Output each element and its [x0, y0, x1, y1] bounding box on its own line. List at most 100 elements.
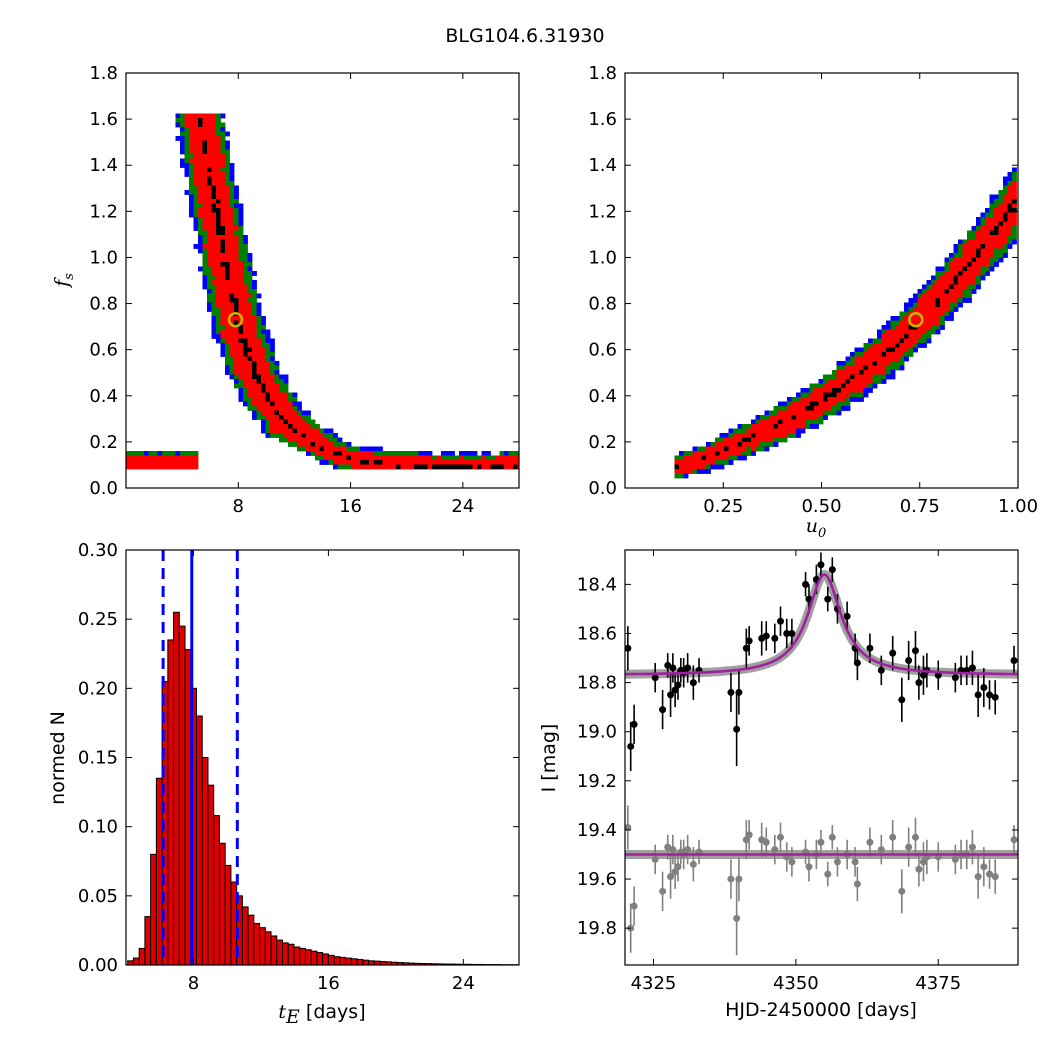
density-cell: [184, 167, 190, 173]
density-cell: [782, 428, 788, 434]
density-cell: [207, 262, 212, 267]
density-cell: [279, 383, 284, 389]
density-cell: [144, 455, 149, 461]
y-tick-label: 0.0: [89, 478, 118, 499]
density-cell: [976, 226, 981, 231]
histogram-bar: [345, 957, 352, 966]
density-cell: [265, 392, 271, 398]
density-cell: [180, 140, 185, 146]
density-cell: [220, 325, 226, 330]
density-cell: [998, 257, 1004, 263]
density-cell: [773, 406, 779, 411]
density-cell: [688, 469, 693, 474]
density-cell: [719, 460, 725, 465]
light-curve-ylabel: I [mag]: [538, 724, 560, 793]
density-cell: [791, 433, 797, 438]
density-cell: [220, 190, 226, 195]
density-cell: [499, 455, 505, 461]
density-cell: [800, 401, 806, 407]
histogram-bar: [178, 625, 186, 966]
density-cell: [238, 311, 244, 317]
density-cell: [697, 451, 702, 456]
density-cell: [225, 320, 230, 326]
density-cell: [328, 433, 334, 438]
density-cell: [405, 460, 410, 465]
density-cell: [229, 244, 235, 249]
density-cell: [832, 406, 837, 411]
density-cell: [229, 352, 235, 357]
density-cell: [998, 199, 1004, 204]
x-tick-label: 16: [317, 973, 340, 994]
density-cell: [216, 163, 221, 168]
light-curve-content: [625, 552, 1018, 956]
density-cell: [980, 226, 986, 231]
density-cell: [256, 352, 262, 357]
density-cell: [157, 464, 163, 470]
density-cell: [270, 347, 275, 353]
residual-point: [980, 863, 988, 871]
density-cell: [940, 298, 945, 303]
density-cell: [926, 329, 932, 335]
density-cell: [742, 433, 747, 438]
density-cell: [202, 217, 208, 222]
density-cell: [139, 464, 145, 470]
density-cell: [229, 217, 235, 222]
histogram-bar: [333, 956, 341, 966]
density-cell: [220, 122, 226, 128]
density-cell: [976, 217, 981, 222]
density-cell: [234, 257, 239, 263]
density-cell: [859, 352, 864, 357]
data-point: [817, 561, 825, 569]
density-cell: [229, 298, 235, 303]
density-cell: [382, 451, 388, 456]
density-cell: [333, 442, 338, 447]
density-cell: [238, 347, 244, 353]
density-cell: [229, 293, 235, 299]
density-cell: [1012, 194, 1017, 200]
density-cell: [931, 289, 936, 294]
data-point: [627, 742, 635, 750]
density-cell: [760, 419, 765, 425]
x-tick-label: 24: [452, 973, 475, 994]
density-cell: [180, 451, 185, 456]
density-cell: [247, 343, 253, 348]
density-cell: [868, 343, 873, 348]
density-cell: [306, 451, 311, 456]
density-cell: [940, 289, 945, 294]
density-cell: [423, 455, 428, 461]
density-cell: [279, 424, 284, 429]
density-cell: [450, 455, 455, 461]
density-cell: [755, 419, 761, 425]
density-cell: [202, 172, 208, 177]
density-cell: [153, 455, 158, 461]
density-cell: [193, 145, 199, 150]
density-cell: [328, 460, 334, 465]
density-cell: [243, 347, 248, 353]
density-cell: [1003, 185, 1008, 191]
density-cell: [279, 419, 284, 425]
density-cell: [175, 464, 181, 470]
density-cell: [238, 230, 244, 236]
density-cell: [477, 464, 482, 470]
density-cell: [274, 365, 280, 371]
density-cell: [198, 131, 203, 137]
density-cell: [369, 451, 374, 456]
density-cell: [355, 451, 361, 456]
density-cell: [247, 374, 253, 380]
density-cell: [270, 352, 275, 357]
density-cell: [710, 464, 716, 470]
density-cell: [243, 361, 248, 366]
density-cell: [1007, 199, 1013, 204]
density-cell: [778, 424, 783, 429]
density-cell: [238, 361, 244, 366]
density-cell: [814, 406, 819, 411]
density-cell: [238, 253, 244, 258]
density-cell: [513, 455, 518, 461]
density-cell: [247, 379, 253, 384]
density-cell: [243, 293, 248, 299]
density-cell: [391, 451, 397, 456]
density-cell: [220, 311, 226, 317]
density-cell: [1003, 221, 1008, 227]
density-cell: [216, 158, 221, 164]
density-cell: [306, 419, 311, 425]
